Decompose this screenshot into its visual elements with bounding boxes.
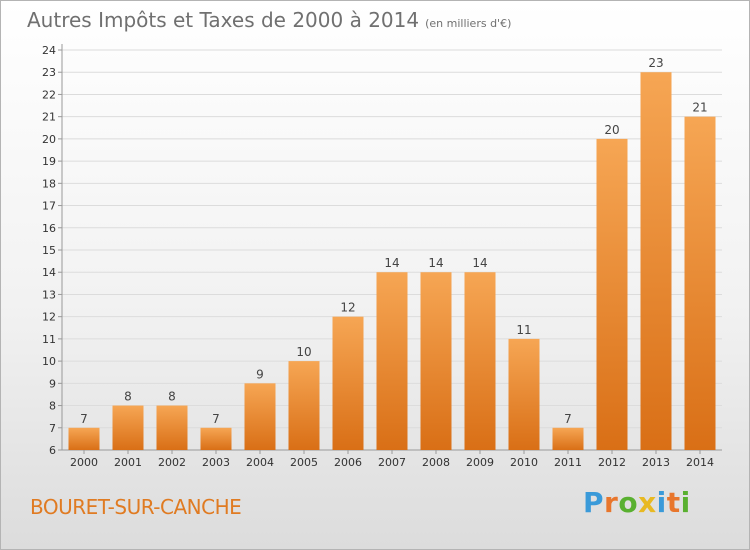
bar — [156, 405, 188, 450]
bar — [288, 361, 320, 450]
y-tick-label: 10 — [42, 355, 56, 368]
y-tick-label: 18 — [42, 177, 56, 190]
data-label: 10 — [296, 345, 311, 359]
x-tick-label: 2012 — [598, 456, 626, 469]
y-tick-label: 21 — [42, 111, 56, 124]
y-tick-label: 20 — [42, 133, 56, 146]
bar — [68, 427, 100, 450]
logo-letter: x — [638, 486, 657, 519]
y-tick-label: 15 — [42, 244, 56, 257]
commune-name: BOURET-SUR-CANCHE — [30, 495, 242, 519]
data-label: 7 — [564, 412, 572, 426]
data-label: 12 — [340, 301, 355, 315]
bar — [596, 138, 628, 450]
y-tick-label: 12 — [42, 311, 56, 324]
x-tick-label: 2014 — [686, 456, 714, 469]
logo-letter: P — [583, 486, 605, 519]
y-tick-label: 9 — [49, 377, 56, 390]
data-label: 21 — [692, 101, 707, 115]
x-tick-label: 2000 — [70, 456, 98, 469]
data-label: 14 — [384, 256, 399, 270]
data-label: 9 — [256, 367, 264, 381]
bar — [112, 405, 144, 450]
data-label: 11 — [516, 323, 531, 337]
proxiti-logo: Proxiti — [583, 486, 691, 519]
x-tick-label: 2010 — [510, 456, 538, 469]
logo-letter: i — [656, 486, 667, 519]
x-tick-label: 2007 — [378, 456, 406, 469]
data-label: 23 — [648, 56, 663, 70]
x-tick-label: 2008 — [422, 456, 450, 469]
y-tick-label: 13 — [42, 288, 56, 301]
y-tick-label: 22 — [42, 88, 56, 101]
chart-subtitle: (en milliers d'€) — [425, 17, 512, 30]
x-tick-label: 2004 — [246, 456, 274, 469]
x-tick-label: 2013 — [642, 456, 670, 469]
bar — [508, 338, 540, 450]
data-label: 7 — [80, 412, 88, 426]
y-tick-label: 17 — [42, 200, 56, 213]
y-tick-label: 24 — [42, 44, 56, 57]
y-tick-label: 7 — [49, 422, 56, 435]
bar — [552, 427, 584, 450]
data-label: 8 — [124, 390, 132, 404]
x-tick-label: 2003 — [202, 456, 230, 469]
x-tick-label: 2005 — [290, 456, 318, 469]
chart-title: Autres Impôts et Taxes de 2000 à 2014 (en… — [27, 8, 511, 32]
bar — [420, 272, 452, 450]
y-tick-label: 14 — [42, 266, 56, 279]
data-label: 20 — [604, 123, 619, 137]
logo-letter: r — [604, 486, 619, 519]
bar — [376, 272, 408, 450]
y-tick-label: 16 — [42, 222, 56, 235]
x-tick-label: 2011 — [554, 456, 582, 469]
data-label: 7 — [212, 412, 220, 426]
logo-letter: t — [666, 486, 681, 519]
data-label: 14 — [428, 256, 443, 270]
y-tick-label: 11 — [42, 333, 56, 346]
bar — [200, 427, 232, 450]
bar — [244, 383, 276, 450]
bar — [684, 116, 716, 451]
x-tick-label: 2009 — [466, 456, 494, 469]
data-label: 14 — [472, 256, 487, 270]
y-tick-label: 6 — [49, 444, 56, 457]
y-tick-label: 23 — [42, 66, 56, 79]
y-tick-label: 8 — [49, 400, 56, 413]
x-tick-label: 2001 — [114, 456, 142, 469]
y-tick-label: 19 — [42, 155, 56, 168]
bar — [332, 316, 364, 450]
data-label: 8 — [168, 390, 176, 404]
x-tick-label: 2006 — [334, 456, 362, 469]
title-text: Autres Impôts et Taxes de 2000 à 2014 — [27, 8, 420, 32]
bar — [640, 72, 672, 450]
logo-letter: i — [680, 486, 691, 519]
bar — [464, 272, 496, 450]
logo-letter: o — [618, 486, 639, 519]
x-tick-label: 2002 — [158, 456, 186, 469]
